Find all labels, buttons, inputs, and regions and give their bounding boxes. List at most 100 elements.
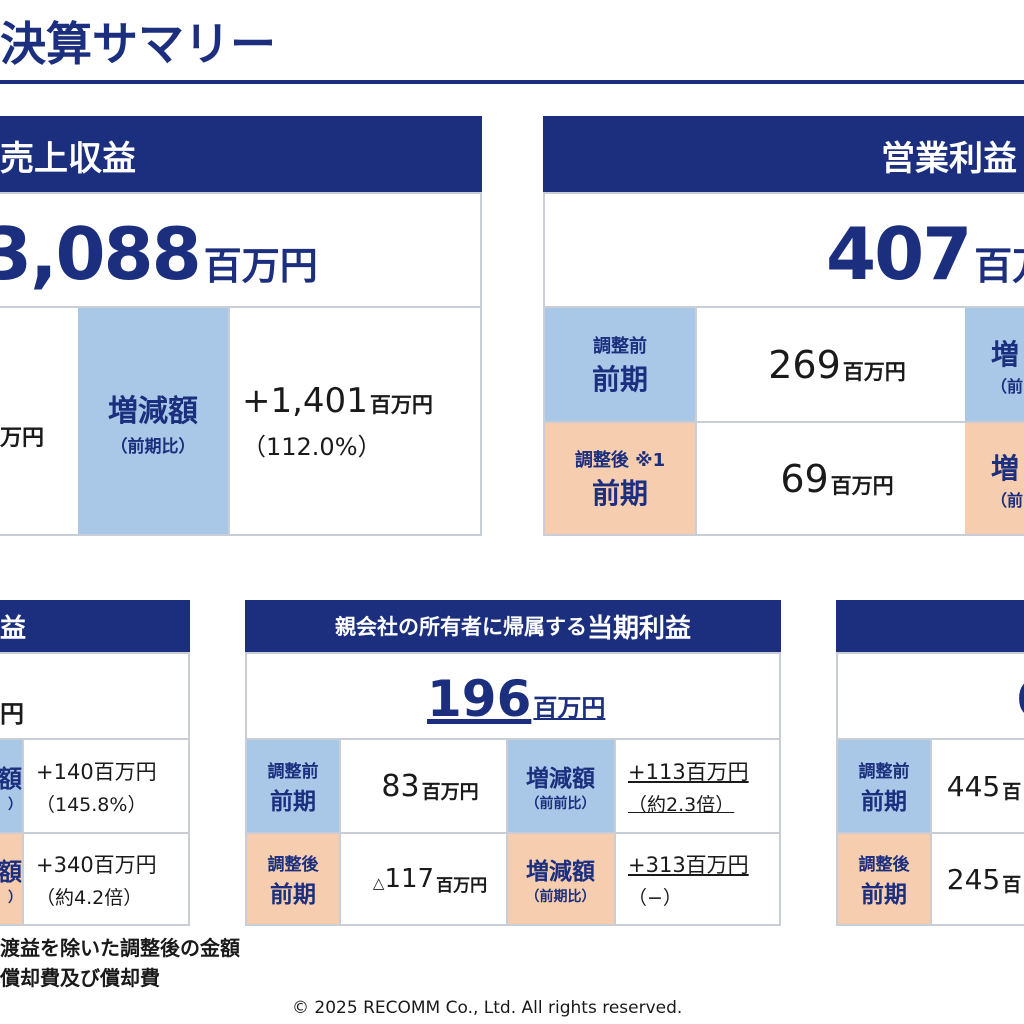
ls-row2-label: 額 [0, 857, 22, 886]
ni-row1-value-cell: 83 百万円 [354, 740, 506, 832]
ni-row2-change-label-cell: 増減額 （前期比） [507, 834, 614, 924]
ni-vline-2 [506, 740, 508, 924]
rs-row1-value: 445 [946, 769, 1001, 803]
ni-row1-change-label: 増減額 [526, 766, 595, 792]
op-row1-value: 269 [768, 342, 841, 387]
op-row-divider [545, 421, 1024, 423]
rs-row1-unit: 百 [1002, 780, 1022, 803]
right-small-value-partial: 6 [1016, 670, 1024, 728]
ls-row2-label-cell: 額 ） [0, 834, 22, 924]
op-row1-change-cell: 増 （前 [965, 308, 1024, 421]
revenue-header-label: 売上収益 [0, 138, 136, 179]
ni-vline-1 [339, 740, 341, 924]
revenue-change-sub: （前期比） [110, 436, 196, 457]
ni-row2-value-prefix: △ [372, 874, 385, 892]
net-income-header: 親会社の所有者に帰属する 当期利益 [245, 600, 781, 652]
op-row1-change-sub: （前 [991, 376, 1024, 396]
ni-row2-unit: 百万円 [436, 875, 488, 896]
ls-row1-change: +140百万円 [36, 759, 157, 784]
ls-vline [22, 740, 24, 924]
operating-profit-divider [545, 306, 1024, 308]
op-row2-value-cell: 69 百万円 [712, 423, 962, 534]
ni-row2-label-top: 調整後 [267, 854, 319, 875]
op-row1-label-cell: 調整前 前期 [545, 308, 695, 421]
ni-row1-label-main: 前期 [270, 788, 316, 815]
ls-row1-sub: ） [8, 796, 22, 813]
net-income-divider [247, 738, 779, 740]
revenue-partial-unit: 万円 [0, 426, 45, 451]
operating-profit-header-label: 営業利益 [881, 138, 1017, 179]
net-income-header-main: 当期利益 [586, 613, 691, 644]
op-row1-value-cell: 269 百万円 [712, 308, 962, 421]
left-small-header: 益 [0, 600, 190, 652]
ni-row2-label-cell: 調整後 前期 [247, 834, 339, 924]
revenue-vline [228, 308, 230, 534]
revenue-change-label: 増減額 [108, 393, 198, 429]
ni-row2-value-cell: △ 117 百万円 [354, 834, 506, 924]
operating-profit-unit: 百万 [974, 244, 1024, 288]
op-row1-label-top: 調整前 [593, 335, 647, 357]
ni-row1-pct: （約2.3倍） [628, 793, 735, 816]
op-row1-change-label: 増 [991, 337, 1020, 371]
ls-row-divider [0, 832, 190, 834]
ls-row2-change: +340百万円 [36, 852, 157, 877]
op-row1-unit: 百万円 [842, 359, 906, 384]
ni-row2-value: 117 [384, 864, 435, 894]
ni-row1-change: +113百万円 [628, 759, 749, 784]
op-row2-change-cell: 増 （前 [965, 423, 1024, 534]
op-row2-label-main: 前期 [591, 476, 648, 510]
net-income-value: 196 [427, 670, 532, 728]
left-small-value-partial: 円 [0, 700, 24, 728]
rs-vline [930, 740, 932, 924]
ni-row1-label-cell: 調整前 前期 [247, 740, 339, 832]
rs-row2-unit: 百 [1002, 873, 1022, 896]
ni-row2-label-main: 前期 [270, 881, 316, 908]
right-small-divider [838, 738, 1024, 740]
revenue-value-block: 3,088 百万円 [0, 212, 318, 302]
title-rule [0, 80, 1024, 84]
rs-row1-value-cell: 445 百 [944, 740, 1024, 832]
revenue-divider [0, 306, 482, 308]
left-small-panel [0, 652, 190, 926]
ni-row2-change-sub: （前期比） [525, 889, 596, 905]
ni-row2-change: +313百万円 [628, 852, 749, 877]
ni-row1-change-sub: （前前比） [525, 796, 596, 812]
ni-row2-change-label: 増減額 [526, 859, 595, 885]
rs-row2-value: 245 [946, 862, 1001, 896]
revenue-change-unit: 百万円 [369, 392, 433, 417]
left-small-divider [0, 738, 190, 740]
page-title: 決算サマリー [0, 17, 276, 71]
revenue-unit: 百万円 [203, 244, 318, 288]
right-small-header [836, 600, 1024, 652]
revenue-change-value: +1,401 [242, 380, 368, 421]
ls-row2-sub: ） [8, 889, 22, 906]
operating-profit-header: 営業利益 [543, 116, 1024, 194]
rs-row2-value-cell: 245 百 [944, 834, 1024, 924]
op-row2-change-label: 増 [991, 451, 1020, 485]
ls-row1-label-cell: 額 ） [0, 740, 22, 832]
operating-profit-value-block: 407 百万 [826, 212, 1024, 302]
footnote-2: 償却費及び償却費 [0, 966, 160, 990]
revenue-change-value-cell: +1,401 百万円 （112.0%） [242, 308, 480, 534]
op-row2-unit: 百万円 [830, 473, 894, 498]
ni-row1-unit: 百万円 [421, 780, 479, 803]
rs-row2-label-main: 前期 [861, 881, 907, 908]
revenue-change-label-cell: 増減額 （前期比） [78, 308, 228, 534]
ni-row1-change-cell: +113百万円 （約2.3倍） [628, 740, 778, 832]
ni-row1-label-top: 調整前 [267, 761, 319, 782]
ni-row2-pct: （−） [628, 886, 682, 909]
revenue-value: 3,088 [0, 212, 202, 296]
ni-vline-3 [614, 740, 616, 924]
operating-profit-value: 407 [826, 212, 972, 296]
ls-row2-value-cell: +340百万円 （約4.2倍） [36, 834, 188, 924]
ls-row1-pct: （145.8%） [36, 793, 147, 816]
revenue-header: 売上収益 [0, 116, 482, 194]
ni-row1-value: 83 [381, 768, 420, 804]
net-income-header-prefix: 親会社の所有者に帰属する [334, 615, 587, 639]
rs-row2-label-cell: 調整後 前期 [838, 834, 930, 924]
left-small-header-label: 益 [0, 613, 27, 644]
rs-row1-label-cell: 調整前 前期 [838, 740, 930, 832]
rs-row1-label-main: 前期 [861, 788, 907, 815]
op-vline [695, 308, 697, 534]
op-row1-label-main: 前期 [591, 362, 648, 396]
